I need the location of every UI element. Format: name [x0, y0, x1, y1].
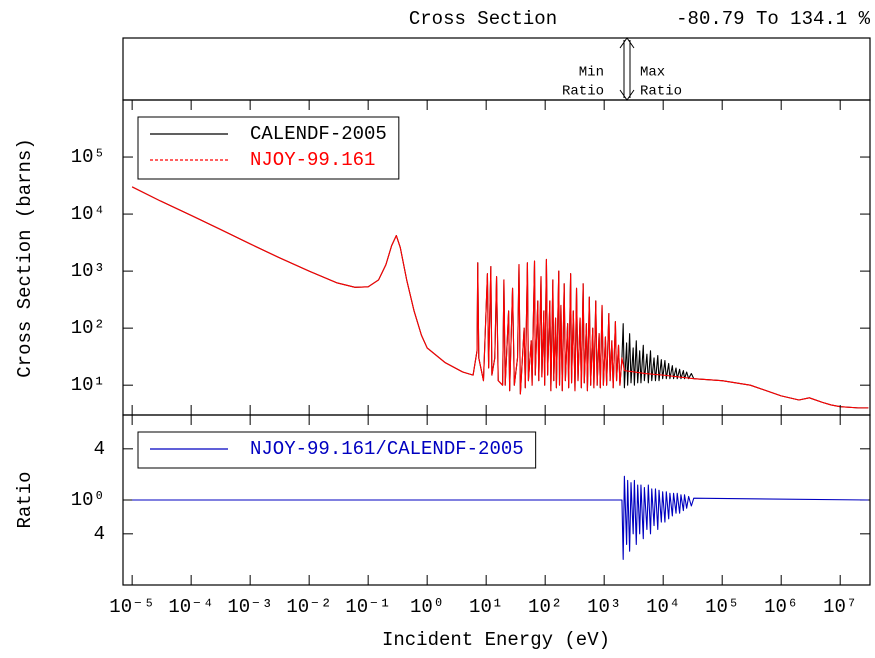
chart-title: Cross Section — [409, 8, 557, 30]
legend-label: NJOY-99.161/CALENDF-2005 — [250, 438, 524, 460]
x-tick-label: 10² — [528, 596, 562, 618]
x-tick-label: 10⁰ — [410, 596, 444, 618]
y-tick-label: 4 — [94, 523, 105, 545]
y-tick-label: 10³ — [71, 260, 105, 282]
annotation: Ratio — [640, 84, 682, 100]
annotation: Max — [640, 65, 665, 81]
x-tick-label: 10³ — [587, 596, 621, 618]
chart-subtitle: -80.79 To 134.1 % — [676, 8, 870, 30]
y-tick-label: 4 — [94, 438, 105, 460]
y-tick-label: 10⁵ — [71, 146, 105, 168]
x-tick-label: 10⁷ — [823, 596, 857, 618]
legend-label: CALENDF-2005 — [250, 123, 387, 145]
annotation: Ratio — [562, 84, 604, 100]
legend-box — [137, 431, 537, 469]
x-tick-label: 10⁶ — [764, 596, 798, 618]
x-axis-label: Incident Energy (eV) — [382, 629, 610, 651]
x-tick-label: 10⁴ — [646, 596, 680, 618]
y-axis-label: Cross Section (barns) — [14, 138, 36, 377]
range-arrow — [619, 37, 635, 101]
legend-label: NJOY-99.161 — [250, 149, 375, 171]
x-tick-label: 10⁻² — [286, 596, 332, 618]
y-axis-label: Ratio — [14, 471, 36, 528]
x-tick-label: 10⁵ — [705, 596, 739, 618]
x-tick-label: 10⁻¹ — [345, 596, 391, 618]
series-line — [131, 186, 869, 409]
x-tick-label: 10¹ — [469, 596, 503, 618]
annotation: Min — [579, 65, 604, 81]
y-tick-label: 10¹ — [71, 374, 105, 396]
x-tick-label: 10⁻³ — [227, 596, 273, 618]
ratio-range-panel — [122, 37, 871, 101]
legend: CALENDF-2005 NJOY-99.161 — [137, 116, 400, 180]
y-tick-label: 10⁴ — [71, 203, 105, 225]
y-tick-label: 10² — [71, 317, 105, 339]
legend: NJOY-99.161/CALENDF-2005 — [137, 431, 537, 469]
legend-box — [137, 116, 400, 180]
series-line — [131, 186, 869, 409]
series-line — [132, 475, 869, 560]
y-tick-label: 10⁰ — [71, 489, 105, 511]
x-tick-label: 10⁻⁴ — [168, 596, 214, 618]
x-tick-label: 10⁻⁵ — [109, 596, 155, 618]
